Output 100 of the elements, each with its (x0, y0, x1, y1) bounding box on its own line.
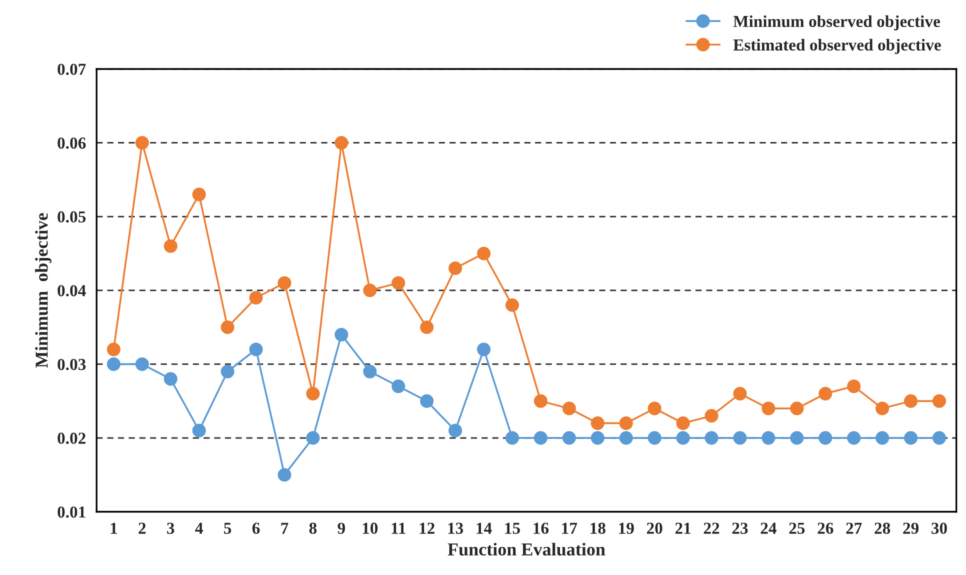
point (363, 364, 377, 378)
point (818, 431, 832, 445)
x-tick-label: 8 (309, 522, 317, 534)
point (676, 431, 690, 445)
point (676, 416, 690, 430)
x-tick-label: 30 (932, 522, 947, 534)
point (192, 188, 206, 202)
x-tick-label: 11 (392, 522, 406, 534)
point (334, 328, 348, 342)
x-tick-label: 17 (562, 522, 578, 534)
point (904, 431, 918, 445)
x-tick-label: 20 (646, 522, 662, 534)
x-tick-label: 29 (903, 522, 919, 534)
x-tick-label: 1 (110, 522, 117, 534)
point (790, 402, 804, 416)
x-tick-label: 4 (195, 522, 203, 534)
x-tick-label: 15 (505, 522, 520, 534)
x-tick-label: 6 (252, 522, 260, 534)
point (534, 431, 548, 445)
x-tick-label: 3 (167, 522, 174, 534)
point (932, 431, 946, 445)
point (648, 431, 662, 445)
point (562, 431, 576, 445)
y-tick-label: 0.05 (58, 211, 86, 223)
point (619, 431, 633, 445)
point (847, 431, 861, 445)
point (164, 372, 178, 386)
legend-label: Minimum observed objective (733, 15, 940, 30)
x-tick-label: 5 (224, 522, 232, 534)
point (306, 386, 320, 400)
x-tick-label: 16 (534, 522, 549, 534)
x-tick-label: 7 (281, 522, 288, 534)
x-tick-label: 25 (789, 522, 805, 534)
x-tick-label: 10 (362, 522, 378, 534)
point (392, 276, 406, 290)
y-tick-label: 0.06 (58, 137, 86, 149)
x-tick-label: 24 (760, 522, 776, 534)
point (334, 136, 348, 150)
point (818, 386, 832, 400)
point (278, 468, 292, 482)
point (619, 416, 633, 430)
point (278, 276, 292, 290)
y-tick-label: 0.03 (58, 358, 86, 370)
point (876, 402, 890, 416)
x-tick-label: 18 (590, 522, 606, 534)
point (164, 239, 178, 253)
x-tick-label: 19 (619, 522, 634, 534)
x-tick-label: 26 (818, 522, 834, 534)
point (135, 357, 149, 371)
x-tick-label: 12 (420, 522, 434, 534)
x-tick-label: 22 (704, 522, 720, 534)
point (847, 380, 861, 394)
y-tick-label: 0.02 (58, 432, 86, 444)
point (448, 424, 462, 438)
point (904, 394, 918, 408)
point (762, 431, 776, 445)
x-tick-label: 21 (675, 522, 691, 534)
x-tick-label: 28 (874, 522, 890, 534)
x-tick-label: 2 (138, 522, 146, 534)
point (106, 357, 120, 371)
point (392, 380, 406, 394)
x-tick-label: 14 (476, 522, 492, 534)
x-tick-label: 13 (448, 522, 464, 534)
point (790, 431, 804, 445)
point (704, 431, 718, 445)
point (590, 416, 604, 430)
x-tick-label: 23 (732, 522, 748, 534)
point (420, 320, 434, 334)
point (704, 409, 718, 423)
point (249, 290, 263, 305)
point (306, 431, 320, 445)
point (648, 402, 662, 416)
x-tick-label: 9 (338, 522, 345, 534)
point (420, 394, 434, 408)
point (562, 402, 576, 416)
point (932, 394, 946, 408)
point (106, 342, 120, 356)
point (505, 431, 520, 445)
point (135, 136, 149, 150)
point (363, 284, 377, 298)
point (590, 431, 604, 445)
x-axis-title: Function Evaluation (448, 542, 606, 556)
point (220, 364, 234, 378)
point (192, 424, 206, 438)
legend-label: Estimated observed objective (733, 38, 941, 54)
point (477, 246, 491, 260)
y-tick-label: 0.01 (58, 506, 86, 518)
point (534, 394, 548, 408)
y-tick-label: 0.04 (58, 285, 86, 296)
x-tick-label: 27 (846, 522, 862, 534)
point (733, 431, 747, 445)
y-tick-label: 0.07 (58, 64, 86, 76)
point (249, 342, 263, 356)
point (220, 320, 234, 334)
point (762, 402, 776, 416)
point (733, 386, 747, 400)
point (477, 342, 491, 356)
point (876, 431, 890, 445)
y-axis-title: Minimum objective (35, 213, 52, 368)
point (448, 261, 462, 276)
